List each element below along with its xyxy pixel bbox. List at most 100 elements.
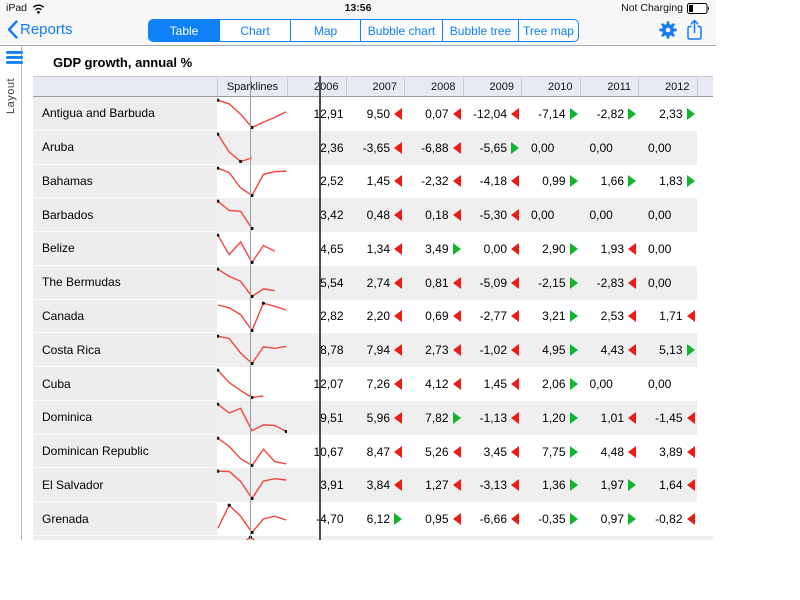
value-text: 1,83 [659, 174, 683, 189]
value-text: -12,04 [472, 106, 507, 121]
country-cell: Bahamas [33, 164, 217, 199]
value-text: 6,12 [366, 512, 390, 527]
value-cell-2007: 8,47 [346, 435, 405, 469]
value-cell-2007: 1,34 [346, 232, 405, 266]
value-text: 1,93 [600, 241, 624, 256]
status-left: iPad [6, 2, 156, 14]
value-text: -6,66 [479, 512, 507, 527]
tab-map[interactable]: Map [290, 20, 360, 41]
table-row[interactable]: The Bermudas 5,54 2,74 0,81 -5,09 -2,15 -2,83 0… [33, 265, 713, 300]
table-row[interactable]: Barbados 3,42 0,48 0,18 -5,30 0,00 0,00 0,00 [33, 198, 713, 233]
header-year-2009[interactable]: 2009 [462, 77, 522, 96]
value-cells: 3,91 3,84 1,27 -3,13 1,36 1,97 1,64 [287, 468, 697, 503]
value-cell-2010: 0,99 [521, 165, 580, 199]
tab-tree-map[interactable]: Tree map [518, 20, 578, 41]
value-text: -7,14 [538, 106, 566, 121]
table-row[interactable]: El Salvador 3,91 3,84 1,27 -3,13 1,36 1,97 1,64 [33, 468, 713, 503]
value-text: -2,77 [479, 309, 507, 324]
tab-bubble-tree[interactable]: Bubble tree [442, 20, 518, 41]
value-text: 0,07 [425, 106, 449, 121]
value-cell-2009: 0,00 [463, 232, 522, 266]
table-row[interactable]: Antigua and Barbuda 12,91 9,50 0,07 -12,04 -7… [33, 97, 713, 131]
value-cell-2009: -12,04 [463, 97, 522, 131]
increase-arrow-icon [569, 479, 578, 492]
decrease-arrow-icon [511, 411, 519, 424]
value-cell-2012: 1,83 [638, 165, 697, 199]
country-cell: El Salvador [33, 468, 217, 503]
decrease-arrow-icon [394, 175, 402, 188]
value-text: -2,82 [596, 106, 624, 121]
header-year-2011[interactable]: 2011 [579, 77, 639, 96]
header-sparklines[interactable]: Sparklines [217, 77, 287, 96]
sparkline [217, 333, 287, 368]
layout-panel-tab[interactable]: Layout [0, 46, 23, 540]
value-cell-2009: -4,18 [463, 165, 522, 199]
value-cell-2007: 0,48 [346, 198, 405, 232]
table-row[interactable]: Aruba 2,36 -3,65 -6,88 -5,65 0,00 0,00 0,00 [33, 130, 713, 165]
decrease-arrow-icon [452, 344, 461, 357]
value-text: -1,13 [479, 410, 507, 425]
country-cell [33, 535, 217, 540]
value-cell-2006: 2,36 [287, 131, 346, 165]
value-cell-2007: 2,74 [346, 266, 405, 300]
value-cell-2008: 0,81 [404, 266, 463, 300]
value-text: -0,82 [655, 512, 683, 527]
value-text: 3,84 [366, 478, 390, 493]
value-cells: 2,82 2,20 0,69 -2,77 3,21 2,53 1,71 [287, 300, 697, 334]
value-cell-2011: 1,97 [580, 468, 639, 502]
decrease-arrow-icon [394, 411, 402, 424]
value-cells: 3,42 0,48 0,18 -5,30 0,00 0,00 0,00 [287, 198, 697, 233]
table-row[interactable]: Canada 2,82 2,20 0,69 -2,77 3,21 2,53 1,71 [33, 299, 713, 334]
increase-arrow-icon [569, 242, 578, 255]
value-cell-2006: 8,78 [287, 333, 346, 367]
table-row[interactable]: Belize 4,65 1,34 3,49 0,00 2,90 1,93 0,00 [33, 232, 713, 266]
table-row[interactable]: Costa Rica 8,78 7,94 2,73 -1,02 4,95 4,43 5,13 [33, 333, 713, 368]
value-text: 4,65 [320, 241, 344, 256]
value-cell-2010: 2,90 [521, 232, 580, 266]
value-cell-2010: 2,06 [521, 367, 580, 401]
back-button[interactable]: Reports [7, 20, 73, 39]
table-row[interactable]: Grenada -4,70 6,12 0,95 -6,66 -0,35 0,97 -0,82 [33, 502, 713, 536]
decrease-arrow-icon [511, 107, 519, 120]
value-cell-2010: 1,20 [521, 401, 580, 435]
header-year-2007[interactable]: 2007 [345, 77, 405, 96]
value-text: 2,20 [366, 309, 390, 324]
value-cell-2008: 0,07 [404, 97, 463, 131]
menu-button[interactable] [6, 51, 23, 64]
header-year-2008[interactable]: 2008 [404, 77, 463, 96]
table-row[interactable]: Cuba 12,07 7,26 4,12 1,45 2,06 0,00 0,00 [33, 367, 713, 401]
value-cell-2008: 3,49 [404, 232, 463, 266]
device-label: iPad [6, 2, 28, 14]
increase-arrow-icon [628, 107, 636, 120]
share-button[interactable] [685, 18, 704, 42]
value-cells: 2,52 1,45 -2,32 -4,18 0,99 1,66 1,83 [287, 165, 697, 199]
table-row[interactable]: Dominican Republic 10,67 8,47 5,26 3,45 7,75 4… [33, 434, 713, 469]
header-year-2006[interactable]: 2006 [287, 77, 346, 96]
value-text: -2,15 [538, 275, 566, 290]
tab-table[interactable]: Table [149, 20, 219, 41]
value-cell-2007: 7,94 [346, 333, 405, 367]
decrease-arrow-icon [628, 411, 636, 424]
header-year-2012[interactable]: 2012 [638, 77, 697, 96]
settings-button[interactable] [658, 20, 678, 40]
increase-arrow-icon [628, 513, 636, 526]
decrease-arrow-icon [511, 209, 519, 222]
content-area: Layout GDP growth, annual % Sparklines 20… [0, 46, 716, 540]
value-cell-2006: -4,70 [287, 502, 346, 536]
table-row[interactable]: Bahamas 2,52 1,45 -2,32 -4,18 0,99 1,66 1,83 [33, 164, 713, 199]
value-text: 1,64 [659, 478, 683, 493]
increase-arrow-icon [686, 344, 695, 357]
gear-icon [659, 21, 677, 39]
value-cell-2011: 1,01 [580, 401, 639, 435]
tab-chart[interactable]: Chart [219, 20, 290, 41]
value-text: -5,65 [479, 140, 507, 155]
value-text: 3,21 [542, 309, 566, 324]
sparkline [217, 232, 287, 266]
table-row[interactable]: Dominica 9,51 5,96 7,82 -1,13 1,20 1,01 -1,45 [33, 400, 713, 435]
table-row-partial[interactable] [33, 535, 713, 540]
value-cell-2007: 1,45 [346, 165, 405, 199]
header-year-2010[interactable]: 2010 [521, 77, 580, 96]
tab-bubble-chart[interactable]: Bubble chart [360, 20, 442, 41]
value-cells [287, 535, 713, 540]
country-cell: Dominica [33, 400, 217, 435]
